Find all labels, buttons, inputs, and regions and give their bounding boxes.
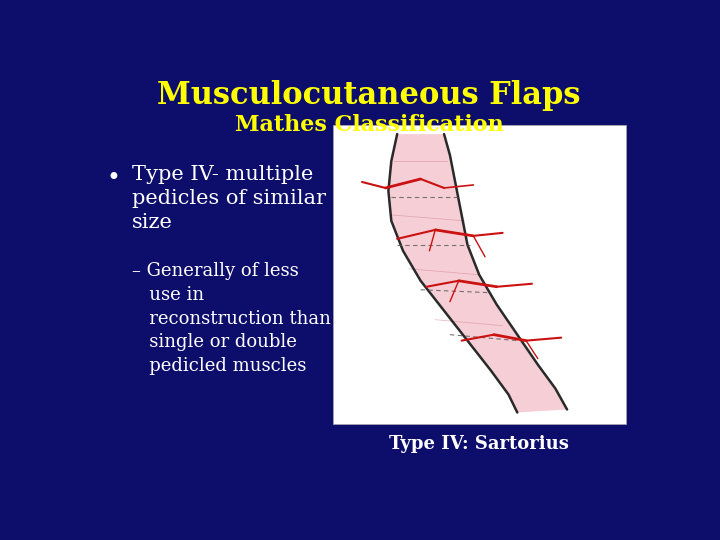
- Text: Type IV: Sartorius: Type IV: Sartorius: [390, 435, 569, 453]
- Text: Mathes Classification: Mathes Classification: [235, 114, 503, 136]
- Text: Type IV- multiple
pedicles of similar
size: Type IV- multiple pedicles of similar si…: [132, 165, 326, 232]
- Polygon shape: [388, 134, 567, 413]
- Text: •: •: [107, 167, 121, 190]
- FancyBboxPatch shape: [333, 125, 626, 424]
- Text: Musculocutaneous Flaps: Musculocutaneous Flaps: [157, 80, 581, 111]
- Text: – Generally of less
   use in
   reconstruction than
   single or double
   pedi: – Generally of less use in reconstructio…: [132, 262, 330, 375]
